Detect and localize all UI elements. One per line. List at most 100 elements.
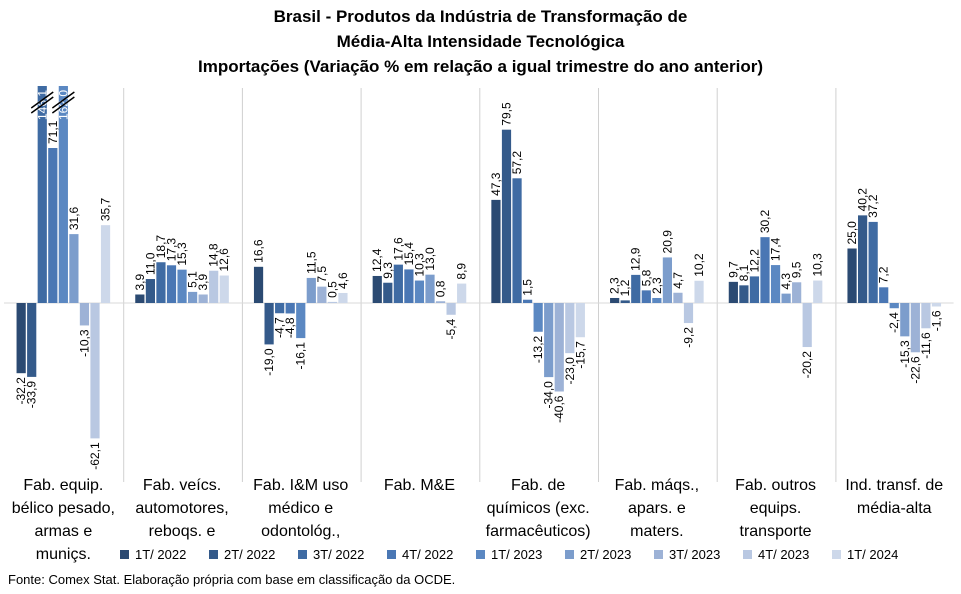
legend-swatch [654,550,663,559]
data-label-5-7: -40,6 [552,395,566,423]
data-label-3-2: -19,0 [262,348,276,376]
bar-7-2 [739,285,749,303]
category-label-line: farmacêuticos) [485,523,591,540]
category-label-line: Fab. veícs. [142,477,222,494]
bar-8-1 [847,248,857,303]
data-label-2-6: 5,1 [186,271,200,288]
bar-2-9 [219,275,229,303]
bar-6-8 [683,303,694,324]
data-label-3-6: 11,5 [304,251,318,274]
bar-3-4 [285,303,295,314]
category-label: Fab. equip. bélico pesado, armas e muniçs. [4,474,123,566]
category-label-line: odontológ., [261,523,341,540]
data-label-2-5: 15,3 [175,242,189,266]
data-label-5-4: 1,5 [521,279,535,296]
bar-2-7 [198,294,208,303]
bar-7-7 [792,282,802,303]
legend-swatch [743,550,752,559]
data-label-2-9: 12,6 [217,248,231,272]
bar-1-1 [16,303,26,374]
bar-8-4 [879,287,889,303]
bar-4-5 [414,280,425,303]
bar-8-2 [858,215,868,303]
legend-swatch [832,550,841,559]
legend-label: 4T/ 2023 [758,547,810,562]
category-label-line: equips. [749,500,802,517]
category-label-line: médico e [268,500,334,517]
data-label-3-7: 7,5 [315,266,329,283]
category-label-line: Fab. máqs., [614,477,700,494]
legend-swatch [209,550,218,559]
bar-6-5 [652,297,662,303]
legend-swatch [298,550,307,559]
bar-3-5 [296,303,306,339]
data-label-6-7: 4,7 [671,272,685,289]
bar-7-4 [760,237,770,303]
category-label-line: média-alta [856,500,932,517]
category-label-line: Fab. outros [735,477,816,494]
category-label-line: químicos (exc. [486,500,590,517]
legend-item: 3T/ 2022 [298,546,364,564]
bar-7-8 [802,303,812,348]
data-label-5-9: -15,7 [573,341,587,369]
data-label-7-3: 12,2 [747,249,761,273]
data-label-4-2: 9,3 [381,262,395,279]
data-label-1-6: 31,6 [67,206,81,230]
data-label-6-9: 10,2 [692,253,706,277]
data-label-3-1: 16,6 [252,239,266,263]
data-label-4-5: 10,3 [412,253,426,277]
bar-2-8 [209,270,219,303]
data-label-4-8: -5,4 [444,318,458,339]
data-label-1-2: -33,9 [25,381,39,409]
bar-3-3 [275,303,285,314]
data-label-8-3: 37,2 [866,194,880,218]
data-label-4-6: 13,0 [423,247,437,271]
bar-5-8 [565,303,575,354]
legend-label: 2T/ 2023 [580,547,632,562]
legend-item: 3T/ 2023 [654,546,720,564]
bar-1-2 [27,303,37,377]
data-label-3-5: -16,1 [294,342,308,370]
data-label-8-1: 25,0 [845,221,859,245]
bar-4-2 [383,282,393,303]
data-label-3-3: -4,7 [273,317,287,338]
category-label: Fab. máqs., apars. e maters. [598,474,717,543]
bar-3-8 [327,301,337,303]
bar-4-9 [457,283,467,303]
bar-1-4 [48,148,58,303]
data-label-5-8: -23,0 [563,357,577,385]
bar-6-1 [610,297,620,303]
legend-label: 3T/ 2022 [313,547,365,562]
bar-2-1 [135,294,145,303]
bar-4-8 [446,303,456,315]
data-label-5-3: 57,2 [510,151,524,175]
data-label-8-9: -1,6 [929,310,943,331]
bar-1-7 [79,303,90,326]
data-label-2-1: 3,9 [133,273,147,290]
bar-3-1 [253,266,264,303]
data-label-7-6: 4,3 [779,273,793,290]
bar-3-7 [317,286,327,303]
title-line-3: Importações (Variação % em relação a igu… [198,57,763,76]
source-note: Fonte: Comex Stat. Elaboração própria co… [8,572,456,587]
data-label-4-7: 0,8 [434,280,448,297]
legend-item: 4T/ 2023 [743,546,809,564]
bar-7-6 [781,293,791,303]
bar-8-7 [910,303,920,353]
data-label-1-1: -32,2 [14,377,28,405]
data-label-5-1: 47,3 [489,172,503,196]
category-label-line: Fab. I&M uso [253,477,349,494]
bar-5-3 [512,178,522,303]
data-label-7-9: 10,3 [811,253,825,277]
data-label-2-4: 17,3 [165,238,179,262]
legend-item: 1T/ 2022 [120,546,186,564]
bar-5-2 [501,129,512,303]
bar-8-5 [889,303,899,309]
data-label-1-7: -10,3 [77,329,91,357]
category-label-line: Ind. transf. de [845,477,944,494]
bar-1-3 [37,86,47,303]
data-label-2-3: 18,7 [154,235,168,259]
category-label: Fab. outros equips. transporte [716,474,835,543]
bar-4-3 [393,264,403,303]
